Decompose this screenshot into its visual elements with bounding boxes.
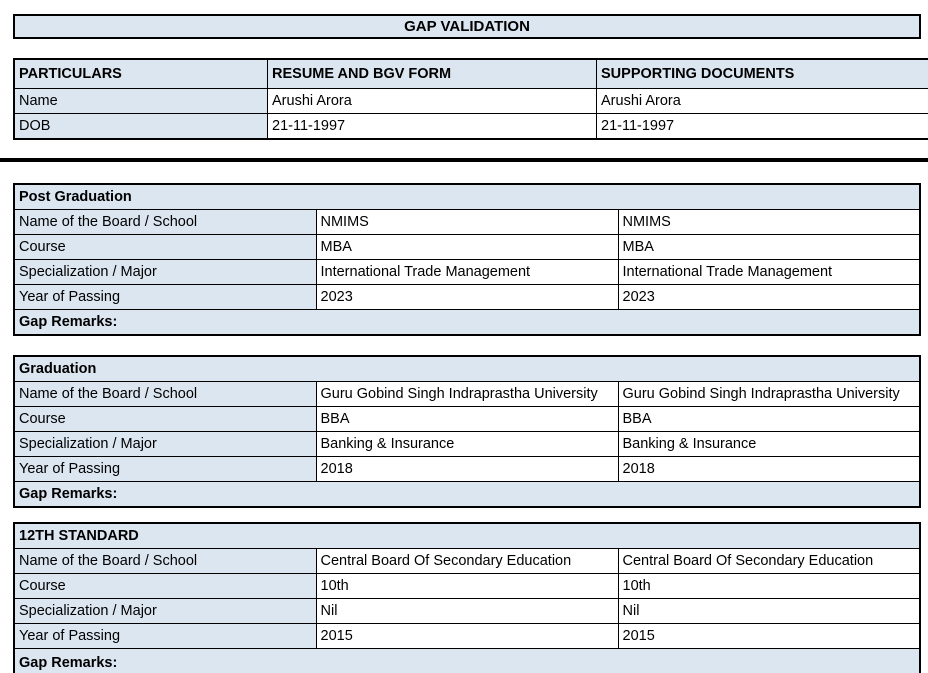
- table-row-year-of-passing: Year of Passing 2023 2023: [13, 284, 921, 310]
- cell-value: NMIMS: [315, 209, 619, 235]
- row-label: Course: [13, 234, 317, 260]
- row-label: Course: [13, 573, 317, 599]
- section-12th-standard: 12TH STANDARD Name of the Board / School…: [13, 522, 921, 673]
- section-title-row: Graduation: [13, 355, 921, 382]
- cell-value: BBA: [315, 406, 619, 432]
- table-row-year-of-passing: Year of Passing 2015 2015: [13, 623, 921, 649]
- row-label: Specialization / Major: [13, 598, 317, 624]
- section-title: Post Graduation: [13, 183, 921, 210]
- table-row-specialization: Specialization / Major Banking & Insuran…: [13, 431, 921, 457]
- section-post-graduation: Post Graduation Name of the Board / Scho…: [13, 183, 921, 336]
- row-label: Name of the Board / School: [13, 209, 317, 235]
- table-row-course: Course BBA BBA: [13, 406, 921, 432]
- gap-remarks-row: Gap Remarks:: [13, 309, 921, 336]
- cell-value: NMIMS: [617, 209, 921, 235]
- cell-value: 10th: [315, 573, 619, 599]
- row-label: Year of Passing: [13, 284, 317, 310]
- row-label: Course: [13, 406, 317, 432]
- cell-value: 2023: [617, 284, 921, 310]
- table-row-specialization: Specialization / Major Nil Nil: [13, 598, 921, 624]
- cell-value: Nil: [315, 598, 619, 624]
- cell-value: Central Board Of Secondary Education: [315, 548, 619, 574]
- cell-value: 2023: [315, 284, 619, 310]
- cell-value: 21-11-1997: [267, 113, 597, 140]
- section-title-row: 12TH STANDARD: [13, 522, 921, 549]
- cell-value: 10th: [617, 573, 921, 599]
- table-row-course: Course MBA MBA: [13, 234, 921, 260]
- cell-value: MBA: [315, 234, 619, 260]
- table-row-year-of-passing: Year of Passing 2018 2018: [13, 456, 921, 482]
- cell-value: 2018: [315, 456, 619, 482]
- table-row-course: Course 10th 10th: [13, 573, 921, 599]
- row-label: Name of the Board / School: [13, 548, 317, 574]
- row-label: Specialization / Major: [13, 259, 317, 285]
- cell-value: Nil: [617, 598, 921, 624]
- cell-value: 21-11-1997: [596, 113, 928, 140]
- cell-value: Banking & Insurance: [617, 431, 921, 457]
- summary-table: PARTICULARS RESUME AND BGV FORM SUPPORTI…: [13, 58, 928, 140]
- gap-remarks-label: Gap Remarks:: [13, 309, 921, 336]
- gap-remarks-label: Gap Remarks:: [13, 648, 921, 673]
- column-header-supporting-docs: SUPPORTING DOCUMENTS: [596, 58, 928, 89]
- row-label: Name: [13, 88, 268, 114]
- cell-value: 2015: [617, 623, 921, 649]
- cell-value: MBA: [617, 234, 921, 260]
- table-row-board-school: Name of the Board / School Guru Gobind S…: [13, 381, 921, 407]
- table-row-dob: DOB 21-11-1997 21-11-1997: [13, 113, 928, 140]
- table-row-board-school: Name of the Board / School NMIMS NMIMS: [13, 209, 921, 235]
- cell-value: 2018: [617, 456, 921, 482]
- cell-value: Arushi Arora: [267, 88, 597, 114]
- cell-value: International Trade Management: [617, 259, 921, 285]
- column-header-particulars: PARTICULARS: [13, 58, 268, 89]
- section-divider-line: [0, 158, 928, 162]
- cell-value: Central Board Of Secondary Education: [617, 548, 921, 574]
- row-label: Year of Passing: [13, 456, 317, 482]
- row-label: Name of the Board / School: [13, 381, 317, 407]
- table-row-specialization: Specialization / Major International Tra…: [13, 259, 921, 285]
- cell-value: BBA: [617, 406, 921, 432]
- section-title-row: Post Graduation: [13, 183, 921, 210]
- cell-value: Guru Gobind Singh Indraprastha Universit…: [617, 381, 921, 407]
- cell-value: Guru Gobind Singh Indraprastha Universit…: [315, 381, 619, 407]
- gap-remarks-row: Gap Remarks:: [13, 481, 921, 508]
- section-title: Graduation: [13, 355, 921, 382]
- summary-header-row: PARTICULARS RESUME AND BGV FORM SUPPORTI…: [13, 58, 928, 89]
- row-label: DOB: [13, 113, 268, 140]
- gap-remarks-row: Gap Remarks:: [13, 648, 921, 673]
- table-row-name: Name Arushi Arora Arushi Arora: [13, 88, 928, 114]
- column-header-resume-bgv: RESUME AND BGV FORM: [267, 58, 597, 89]
- cell-value: Arushi Arora: [596, 88, 928, 114]
- page-title-label: GAP VALIDATION: [404, 18, 530, 35]
- cell-value: 2015: [315, 623, 619, 649]
- section-title: 12TH STANDARD: [13, 522, 921, 549]
- gap-remarks-label: Gap Remarks:: [13, 481, 921, 508]
- page-title: GAP VALIDATION: [13, 14, 921, 39]
- table-row-board-school: Name of the Board / School Central Board…: [13, 548, 921, 574]
- section-graduation: Graduation Name of the Board / School Gu…: [13, 355, 921, 508]
- row-label: Year of Passing: [13, 623, 317, 649]
- cell-value: Banking & Insurance: [315, 431, 619, 457]
- row-label: Specialization / Major: [13, 431, 317, 457]
- cell-value: International Trade Management: [315, 259, 619, 285]
